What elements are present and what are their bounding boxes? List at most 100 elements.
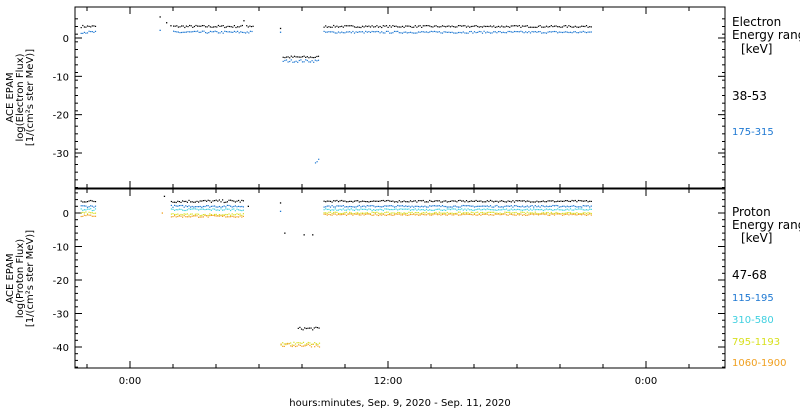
data-point: [360, 214, 362, 216]
data-point: [198, 216, 200, 218]
data-point: [417, 214, 420, 216]
data-point: [385, 214, 388, 216]
data-point: [496, 209, 498, 211]
data-point: [207, 205, 209, 207]
data-point: [509, 209, 511, 211]
data-point: [377, 205, 380, 207]
data-point: [397, 209, 399, 211]
data-point: [553, 30, 556, 33]
data-point: [318, 158, 320, 160]
data-point: [424, 25, 426, 27]
data-point: [432, 212, 434, 215]
data-point: [219, 32, 221, 34]
data-point: [517, 208, 519, 210]
data-point: [542, 26, 544, 28]
data-point: [323, 206, 325, 208]
data-point: [413, 200, 415, 202]
data-point: [507, 26, 509, 28]
data-point: [217, 215, 219, 217]
data-point: [534, 205, 536, 207]
data-point: [352, 213, 354, 215]
data-point: [467, 25, 469, 27]
data-point: [191, 208, 193, 210]
data-point: [539, 206, 541, 208]
data-point: [339, 200, 341, 202]
data-point: [334, 206, 336, 208]
y-tick-label: 0: [63, 209, 69, 220]
data-point: [521, 211, 524, 213]
data-point: [462, 209, 464, 211]
data-point: [560, 213, 562, 215]
data-point: [401, 208, 404, 210]
data-point: [347, 25, 349, 27]
data-point: [478, 208, 480, 210]
data-point: [443, 25, 445, 27]
data-point: [513, 214, 516, 216]
data-point: [528, 26, 530, 28]
data-point: [440, 32, 442, 34]
data-point: [437, 214, 439, 216]
data-point: [180, 213, 182, 216]
data-point: [361, 25, 364, 27]
data-point: [561, 212, 564, 214]
data-point: [445, 212, 447, 214]
data-point: [186, 206, 188, 208]
data-point: [581, 200, 583, 202]
data-point: [513, 201, 516, 203]
data-point: [552, 209, 554, 211]
data-point: [389, 200, 391, 202]
data-point: [326, 208, 328, 211]
data-point: [577, 213, 580, 215]
data-point: [80, 27, 82, 29]
data-point: [480, 26, 482, 28]
data-point: [229, 31, 231, 33]
data-point: [230, 209, 232, 212]
data-point: [223, 205, 225, 207]
data-point: [512, 25, 514, 27]
data-point: [499, 209, 501, 211]
data-point: [209, 215, 211, 217]
data-point: [350, 25, 352, 27]
data-point: [536, 206, 538, 208]
data-point: [80, 208, 82, 210]
data-point: [504, 26, 506, 28]
data-point: [190, 208, 192, 210]
data-point: [349, 209, 351, 211]
data-point: [326, 205, 328, 207]
data-point: [217, 200, 219, 202]
data-point: [85, 209, 87, 211]
data-point: [229, 25, 231, 28]
data-point: [425, 214, 428, 216]
data-point: [385, 200, 388, 202]
data-point: [174, 25, 176, 27]
data-point: [568, 212, 570, 214]
data-point: [465, 200, 468, 202]
data-point: [163, 195, 166, 197]
data-point: [349, 213, 351, 215]
data-point: [393, 25, 396, 27]
data-point: [93, 25, 95, 27]
data-point: [472, 205, 474, 207]
data-point: [502, 200, 504, 202]
data-point: [368, 213, 370, 215]
data-point: [512, 206, 514, 208]
data-point: [529, 208, 532, 210]
data-point: [172, 216, 174, 218]
data-point: [401, 32, 404, 34]
series-795-1193: [80, 211, 592, 346]
data-point: [529, 32, 532, 34]
data-point: [536, 208, 538, 211]
data-point: [520, 206, 522, 208]
data-point: [192, 31, 194, 33]
data-point: [248, 32, 250, 34]
data-point: [384, 205, 386, 207]
data-point: [409, 25, 412, 28]
data-point: [238, 213, 240, 215]
data-point: [198, 31, 200, 33]
data-point: [493, 31, 495, 33]
data-point: [539, 209, 541, 211]
data-point: [318, 342, 321, 344]
data-point: [361, 208, 364, 210]
data-point: [199, 205, 201, 208]
plot-frame: [74, 6, 726, 189]
